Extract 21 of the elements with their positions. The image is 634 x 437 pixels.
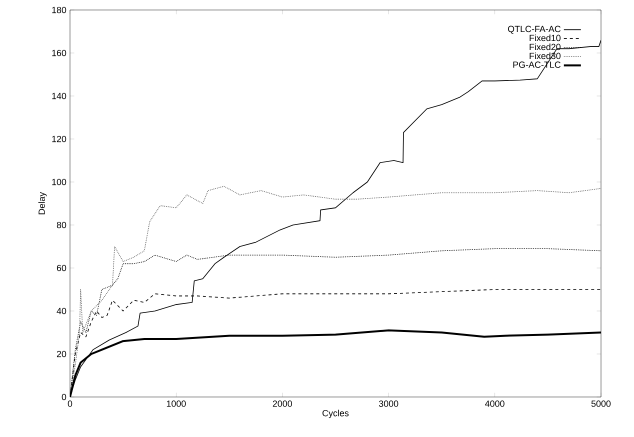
legend-label: QTLC-FA-AC bbox=[508, 26, 561, 34]
x-tick-label: 5000 bbox=[591, 400, 611, 407]
x-tick-label: 4000 bbox=[485, 400, 504, 407]
y-tick-label: 40 bbox=[56, 308, 66, 314]
legend-label: Fixed20 bbox=[530, 44, 561, 50]
x-tick-label: 3000 bbox=[378, 400, 398, 407]
y-tick-label: 100 bbox=[52, 178, 66, 186]
x-tick-label: 2000 bbox=[272, 400, 292, 407]
y-tick-label: 140 bbox=[52, 92, 66, 100]
y-tick-label: 20 bbox=[56, 350, 66, 358]
legend-label: Fixed10 bbox=[530, 34, 561, 42]
y-tick-label: 60 bbox=[56, 264, 66, 272]
x-tick-label: 1000 bbox=[166, 400, 186, 407]
y-tick-label: 0 bbox=[62, 394, 66, 400]
y-tick-label: 80 bbox=[56, 222, 66, 228]
y-tick-label: 120 bbox=[52, 136, 66, 142]
y-axis-title: Delay bbox=[38, 192, 47, 214]
y-tick-label: 180 bbox=[52, 6, 66, 14]
y-tick-label: 160 bbox=[52, 50, 66, 56]
x-axis-title: Cycles bbox=[322, 410, 349, 418]
x-tick-label: 0 bbox=[68, 400, 72, 407]
